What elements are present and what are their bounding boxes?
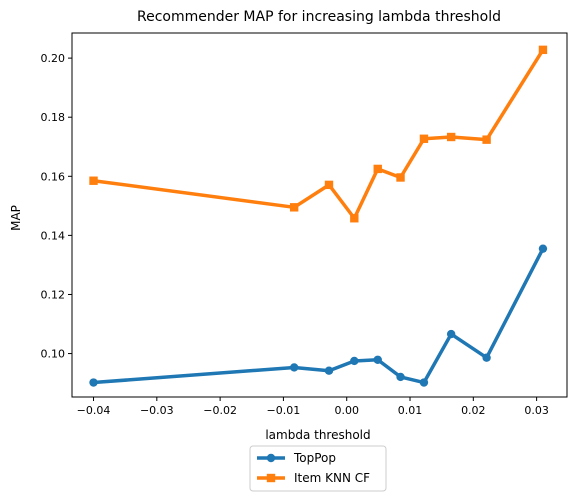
- data-point-item-knn-cf: [396, 173, 405, 182]
- x-axis-label: lambda threshold: [265, 428, 370, 442]
- data-point-item-knn-cf: [419, 134, 429, 143]
- legend: TopPop Item KNN CF: [249, 445, 387, 492]
- chart-title: Recommender MAP for increasing lambda th…: [137, 9, 501, 25]
- y-axis: 0.10 0.12 0.14 0.16 0.18 0.20: [41, 52, 72, 361]
- data-point-toppop: [373, 355, 382, 364]
- data-point-item-knn-cf: [373, 164, 382, 174]
- data-point-toppop: [89, 378, 98, 387]
- y-tick-label: 0.14: [41, 229, 66, 242]
- x-tick-label: −0.04: [77, 404, 111, 417]
- x-tick-label: −0.01: [267, 404, 301, 417]
- x-tick-label: −0.02: [203, 404, 237, 417]
- x-tick-label: −0.03: [140, 404, 174, 417]
- series-item-knn-cf: [89, 45, 548, 223]
- data-point-toppop: [396, 372, 405, 382]
- x-tick-label: 0.02: [461, 404, 486, 417]
- legend-swatch-marker: [266, 453, 276, 463]
- x-tick-label: 0.03: [524, 404, 549, 417]
- legend-swatch-marker: [266, 473, 276, 483]
- plot-frame: [71, 32, 568, 398]
- y-axis-label: MAP: [9, 205, 23, 231]
- legend-label: Item KNN CF: [294, 471, 370, 485]
- data-point-toppop: [289, 363, 299, 372]
- series-toppop: [89, 244, 548, 387]
- x-tick-label: 0.00: [334, 404, 359, 417]
- data-point-toppop: [419, 378, 429, 387]
- data-point-toppop: [446, 329, 456, 339]
- data-point-item-knn-cf: [350, 214, 359, 223]
- y-tick-label: 0.16: [41, 170, 66, 183]
- y-tick-label: 0.18: [41, 111, 66, 124]
- data-point-toppop: [538, 244, 548, 253]
- data-point-toppop: [482, 353, 491, 362]
- data-point-item-knn-cf: [324, 180, 334, 190]
- data-point-toppop: [324, 366, 334, 375]
- legend-item-toppop: TopPop: [257, 451, 336, 465]
- data-point-item-knn-cf: [89, 176, 98, 185]
- y-tick-label: 0.12: [41, 288, 66, 301]
- legend-item-item-knn-cf: Item KNN CF: [257, 471, 370, 485]
- x-tick-label: 0.01: [398, 404, 423, 417]
- data-point-toppop: [350, 356, 359, 366]
- series-layer: [89, 45, 548, 387]
- y-tick-label: 0.10: [41, 348, 66, 361]
- series-line-item-knn-cf: [91, 48, 545, 220]
- data-point-item-knn-cf: [482, 135, 491, 144]
- data-point-item-knn-cf: [446, 132, 456, 142]
- y-tick-label: 0.20: [41, 52, 66, 65]
- data-point-item-knn-cf: [538, 45, 548, 55]
- series-line-toppop: [91, 246, 545, 385]
- x-axis: −0.04 −0.03 −0.02 −0.01 0.00 0.01 0.02 0.03: [77, 397, 549, 417]
- legend-label: TopPop: [293, 451, 336, 465]
- data-point-item-knn-cf: [289, 203, 299, 212]
